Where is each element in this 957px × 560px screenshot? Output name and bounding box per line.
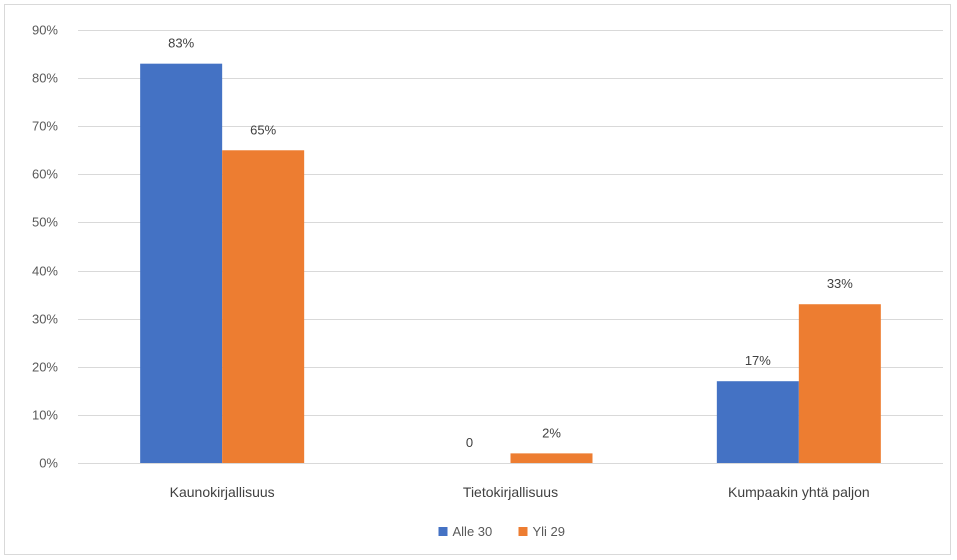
bar — [140, 63, 223, 464]
data-label: 2% — [542, 425, 561, 440]
data-label: 33% — [827, 276, 853, 291]
y-tick-label: 50% — [32, 215, 58, 230]
data-label: 17% — [745, 353, 771, 368]
legend-swatch — [438, 527, 448, 536]
data-label: 83% — [168, 36, 194, 51]
data-label: 0 — [466, 435, 473, 450]
data-labels: 83% 65% 0 2% 17% 33% — [168, 36, 853, 450]
bars — [140, 63, 881, 464]
data-label: 65% — [250, 122, 276, 137]
y-axis-ticks: 0% 10% 20% 30% 40% 50% 60% 70% 80% 90% — [32, 23, 58, 471]
category-label: Tietokirjallisuus — [463, 484, 558, 500]
legend-label: Alle 30 — [453, 524, 493, 539]
y-tick-label: 40% — [32, 264, 58, 279]
y-tick-label: 20% — [32, 360, 58, 375]
bar — [798, 304, 881, 463]
legend-swatch — [518, 527, 528, 536]
legend-label: Yli 29 — [533, 524, 566, 539]
y-tick-label: 30% — [32, 312, 58, 327]
y-tick-label: 90% — [32, 23, 58, 38]
y-tick-label: 10% — [32, 408, 58, 423]
legend: Alle 30 Yli 29 — [438, 524, 566, 539]
y-tick-label: 60% — [32, 167, 58, 182]
category-label: Kaunokirjallisuus — [170, 484, 275, 500]
y-tick-label: 80% — [32, 71, 58, 86]
bar — [222, 150, 305, 463]
bar — [716, 381, 799, 463]
y-tick-label: 70% — [32, 119, 58, 134]
x-axis-categories: Kaunokirjallisuus Tietokirjallisuus Kumpaa… — [170, 484, 870, 500]
bar — [510, 453, 593, 463]
y-tick-label: 0% — [39, 456, 58, 471]
category-label: Kumpaakin yhtä paljon — [728, 484, 870, 500]
